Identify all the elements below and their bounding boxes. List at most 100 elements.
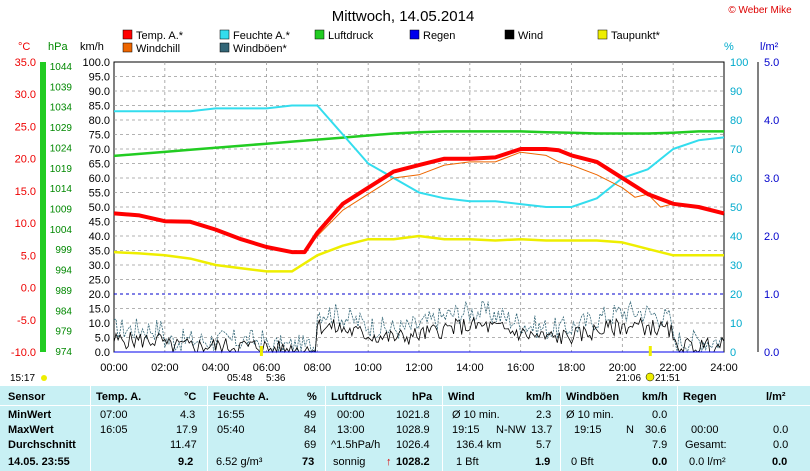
pressure-tick: 1039 bbox=[50, 82, 73, 93]
wind-noise bbox=[113, 300, 725, 354]
grid-lines bbox=[114, 62, 759, 352]
x-tick: 16:00 bbox=[507, 362, 535, 374]
now-wind-bft: 1 Bft bbox=[456, 456, 479, 468]
max-hum-val: 84 bbox=[304, 424, 317, 436]
header-gust: Windböen bbox=[566, 391, 620, 403]
humidity-tick: 50 bbox=[730, 202, 742, 214]
header-press-unit: hPa bbox=[412, 391, 433, 403]
taupunkt-line bbox=[113, 234, 724, 273]
avg-press-val: 1026.4 bbox=[396, 439, 430, 451]
temp-unit-label: °C bbox=[18, 41, 30, 53]
now-hum-val: 73 bbox=[302, 456, 315, 468]
humidity-unit-label: % bbox=[724, 41, 734, 53]
x-tick: 18:00 bbox=[558, 362, 586, 374]
rain-tick: 3.0 bbox=[764, 173, 779, 185]
wind-tick: 20.0 bbox=[89, 289, 110, 301]
header-hum-unit: % bbox=[307, 391, 317, 403]
luftdruck-line bbox=[113, 130, 724, 158]
sunrise-time: 05:48 bbox=[227, 373, 252, 384]
pressure-tick: 1044 bbox=[50, 62, 73, 73]
wind-tick: 5.0 bbox=[95, 333, 110, 345]
max-gust-val: 30.6 bbox=[645, 424, 667, 436]
humidity-tick: 90 bbox=[730, 86, 742, 98]
now-hum-extra: 6.52 g/m³ bbox=[216, 456, 263, 468]
current-time-label: 15:17 bbox=[10, 373, 35, 384]
wind-tick: 40.0 bbox=[89, 231, 110, 243]
header-rain-unit: l/m² bbox=[766, 391, 786, 403]
row-avg-label: Durchschnitt bbox=[8, 439, 76, 451]
legend-label: Temp. A.* bbox=[136, 30, 184, 42]
min-gust-label: Ø 10 min. bbox=[566, 409, 614, 421]
tick-labels: 35.0 30.0 25.0 20.0 15.0 10.0 5.0 0.0 -5.0 -10.0 1… bbox=[11, 57, 779, 374]
legend-swatch bbox=[504, 29, 515, 40]
legend-swatch bbox=[597, 29, 608, 40]
temp-tick: 30.0 bbox=[15, 89, 36, 101]
temp-tick: 35.0 bbox=[15, 57, 36, 69]
avg-gust-val: 7.9 bbox=[652, 439, 668, 451]
legend-label: Taupunkt* bbox=[611, 30, 661, 42]
rain-tick: 4.0 bbox=[764, 115, 779, 127]
x-tick: 06:00 bbox=[253, 362, 281, 374]
legend-swatch bbox=[409, 29, 420, 40]
min-gust-val: 0.0 bbox=[652, 409, 668, 421]
temp-tick: -5.0 bbox=[17, 315, 36, 327]
pressure-tick: 1034 bbox=[50, 103, 73, 114]
max-temp-time: 16:05 bbox=[100, 424, 128, 436]
avg-hum-val: 69 bbox=[304, 439, 317, 451]
humidity-tick: 10 bbox=[730, 318, 742, 330]
min-temp-val: 4.3 bbox=[180, 409, 196, 421]
row-min-label: MinWert bbox=[8, 409, 52, 421]
sunset-sub-time: 21:51 bbox=[655, 373, 680, 384]
series-lines bbox=[113, 104, 725, 353]
header-press: Luftdruck bbox=[331, 391, 382, 403]
wind-line bbox=[113, 316, 725, 354]
x-tick: 08:00 bbox=[304, 362, 332, 374]
rain-tick: 1.0 bbox=[764, 289, 779, 301]
header-sensor: Sensor bbox=[8, 391, 46, 403]
now-rain-val: 0.0 bbox=[772, 456, 788, 468]
wind-unit-label: km/h bbox=[80, 41, 104, 53]
pressure-tick: 999 bbox=[55, 245, 72, 256]
rain-tick: 5.0 bbox=[764, 57, 779, 69]
max-press-val: 1028.9 bbox=[396, 424, 430, 436]
legend-swatch bbox=[219, 29, 230, 40]
temp-tick: 20.0 bbox=[15, 154, 36, 166]
pressure-tick: 1014 bbox=[50, 184, 73, 195]
min-wind-label: Ø 10 min. bbox=[452, 409, 500, 421]
humidity-tick: 60 bbox=[730, 173, 742, 185]
legend-swatch bbox=[122, 29, 133, 40]
x-tick: 02:00 bbox=[151, 362, 179, 374]
max-rain-time: 00:00 bbox=[691, 424, 719, 436]
header-hum: Feuchte A. bbox=[213, 391, 269, 403]
now-wind-val: 1.9 bbox=[535, 456, 551, 468]
x-tick: 24:00 bbox=[710, 362, 738, 374]
sun-icon bbox=[645, 372, 655, 382]
x-tick: 14:00 bbox=[456, 362, 484, 374]
wind-tick: 30.0 bbox=[89, 260, 110, 272]
wind-tick: 10.0 bbox=[89, 318, 110, 330]
sun-times: 05:48 5:36 21:06 21:51 15:17 bbox=[10, 346, 680, 384]
wind-tick: 25.0 bbox=[89, 275, 110, 287]
sunrise-sub-time: 5:36 bbox=[266, 373, 286, 384]
pressure-tick: 1029 bbox=[50, 123, 73, 134]
now-rain-rate: 0.0 l/m² bbox=[689, 456, 726, 468]
now-temp-val: 9.2 bbox=[178, 456, 194, 468]
legend-label: Regen bbox=[423, 30, 455, 42]
temp-tick: -10.0 bbox=[11, 347, 36, 359]
min-temp-time: 07:00 bbox=[100, 409, 128, 421]
avg-rain-label: Gesamt: bbox=[685, 439, 727, 451]
wind-tick: 0.0 bbox=[95, 347, 110, 359]
max-gust-time: 19:15 bbox=[574, 424, 602, 436]
min-press-time: 00:00 bbox=[337, 409, 365, 421]
pressure-tick: 989 bbox=[55, 286, 72, 297]
temp-tick: 5.0 bbox=[21, 250, 36, 262]
humidity-tick: 40 bbox=[730, 231, 742, 243]
legend-label: Luftdruck bbox=[328, 30, 374, 42]
windboeen-line bbox=[113, 300, 725, 354]
pressure-unit-label: hPa bbox=[48, 41, 68, 53]
pressure-tick: 974 bbox=[55, 347, 72, 358]
wind-tick: 75.0 bbox=[89, 130, 110, 142]
rain-tick: 0.0 bbox=[764, 347, 779, 359]
max-press-time: 13:00 bbox=[337, 424, 365, 436]
max-wind-val: 13.7 bbox=[531, 424, 553, 436]
